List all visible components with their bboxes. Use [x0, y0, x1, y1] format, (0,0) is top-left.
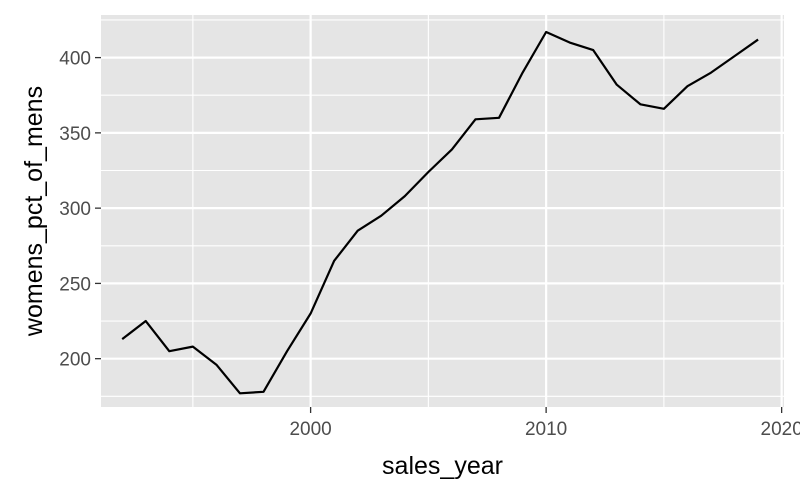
x-axis-ticks	[309, 407, 783, 413]
y-tick-label: 200	[59, 350, 91, 371]
y-axis-title: womens_pct_of_mens	[20, 86, 48, 337]
y-tick-label: 300	[59, 199, 91, 220]
x-tick-label: 2010	[525, 419, 567, 440]
y-tick-label: 400	[59, 49, 91, 70]
plot-panel	[101, 15, 784, 407]
y-axis-tick-labels: 200 250 300 350 400	[59, 49, 91, 371]
y-axis-ticks	[95, 56, 101, 360]
x-axis-tick-labels: 2000 2010 2020	[289, 419, 800, 440]
y-tick-label: 350	[59, 124, 91, 145]
major-gridlines	[101, 15, 784, 407]
x-axis-title: sales_year	[382, 452, 503, 480]
minor-gridlines	[101, 15, 784, 407]
x-tick-label: 2000	[289, 419, 331, 440]
y-tick-label: 250	[59, 274, 91, 295]
series-line	[121, 30, 759, 395]
x-tick-label: 2020	[761, 419, 800, 440]
